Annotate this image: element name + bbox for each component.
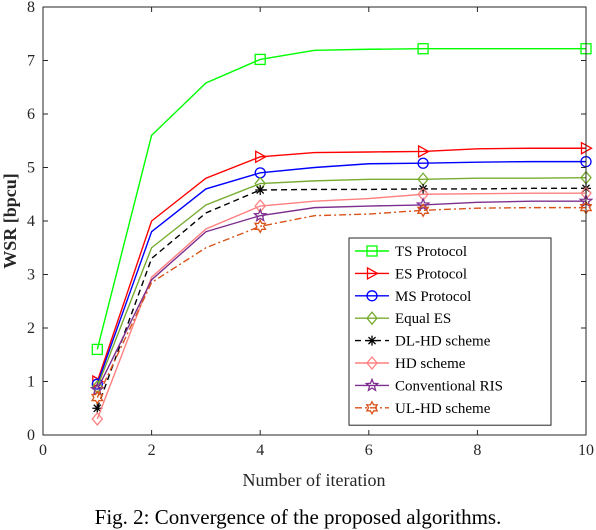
y-axis-label: WSR [bpcu] [0,173,20,269]
y-tick-label: 3 [27,267,35,284]
legend-entry: ES Protocol [355,266,467,282]
data-point [254,199,267,214]
series-es-protocol [92,141,593,389]
y-tick-label: 5 [27,160,35,177]
data-point [416,202,430,218]
legend-box [348,237,552,426]
legend-marker [366,290,378,302]
data-point [417,157,429,169]
legend-entry: HD scheme [355,355,466,372]
legend-marker [366,355,378,371]
series-line [96,176,587,388]
legend-label: DL-HD scheme [395,334,491,350]
legend-label: Conventional RIS [395,378,503,394]
series-line [96,200,586,390]
data-point [253,219,267,234]
legend: TS Protocol ES Protocol MS Protocol Equal E… [348,237,552,426]
legend-entry: Conventional RIS [355,377,503,394]
data-point [255,150,268,164]
legend-label: ES Protocol [395,266,467,282]
data-point [91,411,104,426]
y-tick-label: 4 [27,213,35,230]
data-point [417,43,429,55]
series-line [96,147,586,382]
series-line [96,160,586,385]
data-point [417,144,430,159]
y-tick-label: 0 [27,427,35,444]
data-point [252,207,268,222]
figure-caption: Fig. 2: Convergence of the proposed algo… [94,505,502,529]
legend-marker [366,311,378,326]
series-line [96,187,586,409]
series-line [96,48,586,350]
data-point [254,53,266,66]
legend-marker [364,377,380,392]
series-layer [89,43,594,426]
legend-label: Equal ES [395,311,451,327]
data-point [415,197,431,212]
tick-layer: 0 2 4 6 8 10 0 1 2 3 4 5 6 7 8 [27,0,594,459]
legend-marker [367,335,377,346]
legend-entry: Equal ES [355,311,451,327]
x-tick-label: 10 [578,442,594,459]
x-tick-label: 4 [256,442,264,459]
series-conventional-ris [89,193,594,396]
legend-entry: MS Protocol [355,289,471,305]
series-line [96,206,586,398]
data-point [91,343,103,356]
y-tick-label: 7 [27,53,35,70]
legend-label: HD scheme [395,356,466,372]
series-line [96,192,586,420]
y-tick-label: 2 [27,320,35,337]
legend-entry: TS Protocol [355,244,467,260]
x-tick-label: 8 [473,442,481,459]
x-tick-label: 6 [365,442,373,459]
legend-marker [366,245,378,257]
legend-label: UL-HD scheme [395,401,491,417]
legend-entry: DL-HD scheme [355,334,491,350]
legend-marker [366,266,379,280]
y-tick-label: 1 [27,374,35,391]
data-point [255,184,266,195]
data-point [90,390,104,405]
legend-entry: UL-HD scheme [355,400,491,417]
legend-marker [365,400,379,416]
data-point [92,403,103,414]
legend-label: TS Protocol [395,244,467,260]
x-tick-label: 2 [148,442,156,459]
y-tick-label: 8 [27,0,35,16]
x-tick-label: 0 [39,442,47,459]
legend-label: MS Protocol [395,289,471,305]
y-tick-label: 6 [27,106,35,123]
x-axis-label: Number of iteration [243,470,386,490]
